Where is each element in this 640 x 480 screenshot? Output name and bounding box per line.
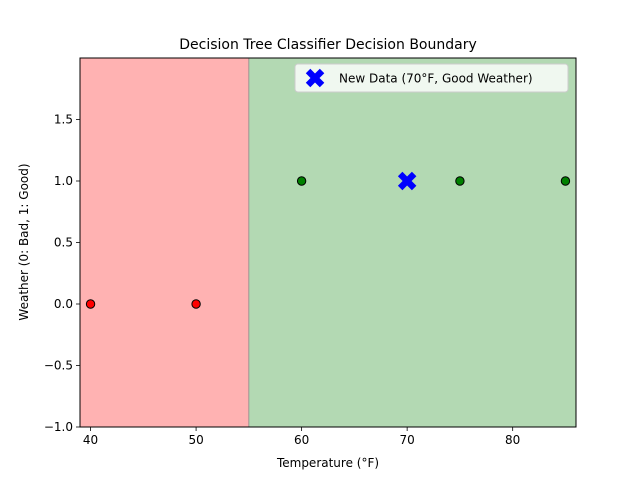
x-tick-label: 60 [294, 433, 309, 447]
y-axis-ticks: −1.0 −0.5 0.0 0.5 1.0 1.5 [44, 113, 80, 434]
y-tick-label: 0.0 [54, 297, 73, 311]
training-point [296, 176, 307, 186]
y-tick-label: −1.0 [44, 420, 73, 434]
decision-regions [80, 58, 576, 427]
x-tick-label: 40 [83, 433, 98, 447]
y-tick-label: 0.5 [54, 236, 73, 250]
legend: New Data (70°F, Good Weather) [294, 63, 569, 93]
y-tick-label: 1.0 [54, 174, 73, 188]
region-0 [80, 58, 249, 427]
x-tick-label: 70 [400, 433, 415, 447]
training-point [85, 299, 96, 309]
new-data-marker [397, 171, 417, 191]
x-axis-ticks: 40 50 60 70 80 [83, 427, 520, 447]
x-tick-label: 50 [188, 433, 203, 447]
legend-label: New Data (70°F, Good Weather) [339, 72, 533, 86]
region-1 [248, 58, 576, 427]
chart-title: Decision Tree Classifier Decision Bounda… [179, 37, 477, 53]
y-tick-label: 1.5 [54, 113, 73, 127]
y-axis-label: Weather (0: Bad, 1: Good) [17, 163, 31, 320]
x-axis-label: Temperature (°F) [276, 456, 379, 470]
training-point [191, 299, 201, 309]
x-tick-label: 80 [505, 433, 520, 447]
y-tick-label: −0.5 [44, 359, 73, 373]
training-point [560, 176, 571, 186]
data-points [85, 171, 571, 309]
legend-marker-icon [305, 68, 325, 88]
legend-box [294, 63, 569, 93]
training-point [455, 176, 465, 186]
